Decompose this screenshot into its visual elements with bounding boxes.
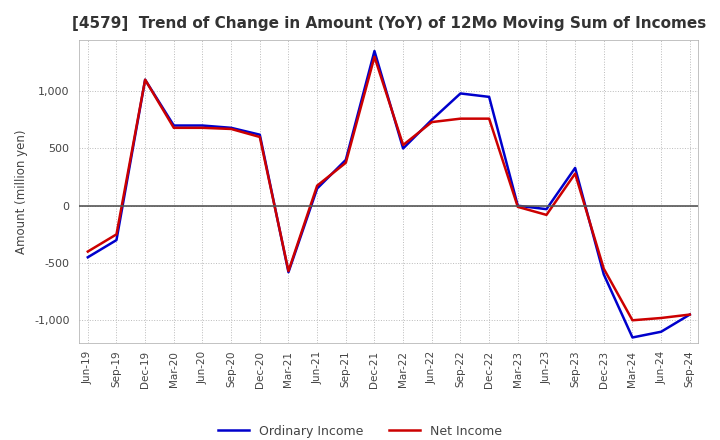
Net Income xyxy=(112,232,121,237)
Net Income xyxy=(141,77,150,82)
Line: Net Income: Net Income xyxy=(88,57,690,320)
Ordinary Income xyxy=(341,157,350,162)
Ordinary Income xyxy=(600,272,608,277)
Ordinary Income xyxy=(657,329,665,334)
Ordinary Income xyxy=(312,186,321,191)
Ordinary Income xyxy=(456,91,465,96)
Net Income xyxy=(513,204,522,209)
Ordinary Income xyxy=(284,270,293,275)
Legend: Ordinary Income, Net Income: Ordinary Income, Net Income xyxy=(213,420,507,440)
Net Income xyxy=(485,116,493,121)
Net Income xyxy=(428,119,436,125)
Ordinary Income xyxy=(141,77,150,82)
Title: [4579]  Trend of Change in Amount (YoY) of 12Mo Moving Sum of Incomes: [4579] Trend of Change in Amount (YoY) o… xyxy=(72,16,706,32)
Ordinary Income xyxy=(256,132,264,137)
Net Income xyxy=(685,312,694,317)
Ordinary Income xyxy=(428,117,436,122)
Ordinary Income xyxy=(399,146,408,151)
Ordinary Income xyxy=(169,123,178,128)
Net Income xyxy=(370,54,379,59)
Ordinary Income xyxy=(198,123,207,128)
Ordinary Income xyxy=(628,335,636,340)
Net Income xyxy=(198,125,207,130)
Net Income xyxy=(284,268,293,274)
Ordinary Income xyxy=(685,312,694,317)
Ordinary Income xyxy=(485,94,493,99)
Net Income xyxy=(571,171,580,176)
Net Income xyxy=(84,249,92,254)
Ordinary Income xyxy=(84,255,92,260)
Net Income xyxy=(628,318,636,323)
Net Income xyxy=(312,183,321,188)
Ordinary Income xyxy=(542,206,551,212)
Net Income xyxy=(341,160,350,165)
Ordinary Income xyxy=(513,203,522,209)
Net Income xyxy=(600,266,608,271)
Ordinary Income xyxy=(370,48,379,54)
Ordinary Income xyxy=(571,165,580,171)
Net Income xyxy=(169,125,178,130)
Net Income xyxy=(657,315,665,321)
Ordinary Income xyxy=(227,125,235,130)
Net Income xyxy=(456,116,465,121)
Ordinary Income xyxy=(112,238,121,243)
Line: Ordinary Income: Ordinary Income xyxy=(88,51,690,337)
Net Income xyxy=(542,212,551,217)
Net Income xyxy=(256,134,264,139)
Y-axis label: Amount (million yen): Amount (million yen) xyxy=(15,129,28,253)
Net Income xyxy=(227,126,235,132)
Net Income xyxy=(399,143,408,148)
